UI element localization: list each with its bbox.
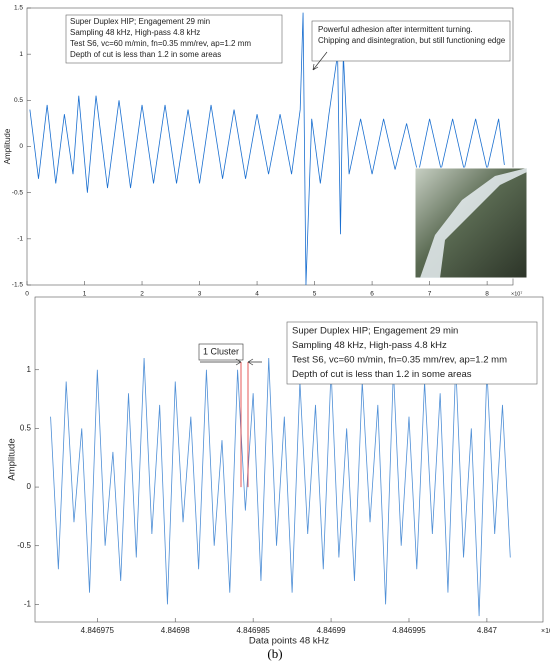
x-exponent: ×10⁷ <box>541 628 550 635</box>
annotation-line: Super Duplex HIP; Engagement 29 min <box>70 17 210 26</box>
x-tick-label: 4.846975 <box>81 626 115 635</box>
y-axis-label: Amplitude <box>7 438 18 480</box>
annotation-line: Test S6, vc=60 m/min, fn=0.35 mm/rev, ap… <box>70 39 251 48</box>
y-tick-label: 0 <box>19 143 23 150</box>
x-tick-label: 4.84698 <box>161 626 190 635</box>
annotation-line: Depth of cut is less than 1.2 in some ar… <box>70 50 221 59</box>
x-tick-label: 4.847 <box>477 626 498 635</box>
x-tick-label: 2 <box>140 291 144 298</box>
y-tick-label: 1 <box>27 365 32 374</box>
arrow <box>312 51 328 71</box>
annotation-line: Depth of cut is less than 1.2 in some ar… <box>292 369 472 380</box>
annotation-box <box>286 321 538 385</box>
x-exponent: ×10⁷ <box>511 290 522 297</box>
x-tick-label: 1 <box>83 291 87 298</box>
y-tick-label: 0.5 <box>14 97 23 104</box>
x-tick-label: 0 <box>25 291 29 298</box>
signal-line <box>50 357 511 617</box>
y-tick-label: 1 <box>19 51 23 58</box>
note-line: Powerful adhesion after intermittent tur… <box>318 25 473 34</box>
x-tick-label: 6 <box>370 291 374 298</box>
annotation-line: Sampling 48 kHz, High-pass 4.8 kHz <box>292 340 447 351</box>
annotation-line: Super Duplex HIP; Engagement 29 min <box>292 326 458 337</box>
y-tick-label: 0 <box>27 482 32 491</box>
y-axis-label: Amplitude <box>3 128 12 164</box>
cluster-arrow <box>200 358 262 366</box>
annotation-box <box>65 14 283 64</box>
annotation-line: Sampling 48 kHz, High-pass 4.8 kHz <box>70 28 200 37</box>
x-tick-label: 4.846995 <box>392 626 426 635</box>
y-tick-label: 1.5 <box>14 5 23 12</box>
y-tick-label: 0.5 <box>20 424 32 433</box>
x-axis-label: Data points 48 kHz <box>249 636 330 647</box>
x-tick-label: 7 <box>428 291 432 298</box>
note-line: Chipping and disintegration, but still f… <box>318 36 506 45</box>
x-tick-label: 4.846985 <box>236 626 270 635</box>
x-tick-label: 5 <box>313 291 317 298</box>
inset-edge <box>420 168 527 278</box>
y-tick-label: -0.5 <box>12 189 24 196</box>
cluster-label: 1 Cluster <box>203 346 239 356</box>
x-tick-label: 8 <box>485 291 489 298</box>
y-tick-label: -0.5 <box>17 541 31 550</box>
x-tick-label: 3 <box>198 291 202 298</box>
caption: (b) <box>267 646 282 661</box>
note-box <box>311 20 511 62</box>
y-tick-label: -1 <box>24 600 32 609</box>
cluster-box <box>198 343 244 361</box>
y-tick-label: -1 <box>17 236 23 243</box>
signal-line <box>29 12 505 285</box>
annotation-line: Test S6, vc=60 m/min, fn=0.35 mm/rev, ap… <box>292 355 507 366</box>
y-tick-label: -1.5 <box>12 282 24 289</box>
x-tick-label: 4 <box>255 291 259 298</box>
x-tick-label: 4.84699 <box>317 626 346 635</box>
